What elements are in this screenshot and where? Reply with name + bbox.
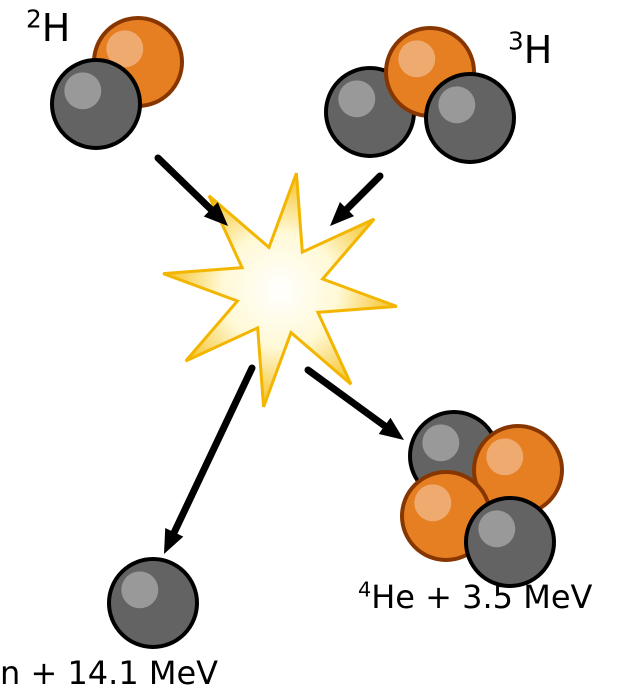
sphere-highlight [121, 571, 158, 608]
fusion-star [163, 173, 397, 407]
label-neutron-text: n + 14.1 MeV [0, 654, 218, 692]
label-deuterium-symbol: H [42, 6, 71, 50]
arrow-shaft [174, 368, 252, 532]
deuterium-nucleus [52, 18, 182, 148]
label-deuterium-mass: 2 [26, 4, 42, 33]
label-tritium: 3H [508, 28, 552, 72]
arrow-shaft [347, 176, 380, 209]
label-tritium-symbol: H [524, 28, 553, 72]
label-helium: 4He + 3.5 MeV [358, 578, 592, 616]
neutron-sphere [426, 74, 514, 162]
label-deuterium: 2H [26, 6, 70, 50]
label-helium-text: He + 3.5 MeV [371, 578, 592, 616]
arrow-shaft [158, 158, 211, 209]
sphere-highlight [338, 80, 375, 117]
fusion-diagram: 2H 3H 4He + 3.5 MeV n + 14.1 MeV [0, 0, 625, 695]
label-neutron: n + 14.1 MeV [0, 654, 218, 692]
sphere-highlight [422, 424, 459, 461]
label-tritium-mass: 3 [508, 26, 524, 55]
sphere-highlight [486, 438, 523, 475]
label-helium-mass: 4 [358, 577, 371, 601]
sphere-highlight [438, 86, 475, 123]
sphere-highlight [414, 484, 451, 521]
sphere-highlight [64, 72, 101, 109]
neutron-sphere [109, 559, 197, 647]
neutron-sphere [52, 60, 140, 148]
sphere-highlight [478, 510, 515, 547]
sphere-highlight [398, 40, 435, 77]
neutron-sphere [466, 498, 554, 586]
helium4-nucleus [402, 412, 562, 586]
tritium-nucleus [326, 28, 514, 162]
free-neutron [109, 559, 197, 647]
